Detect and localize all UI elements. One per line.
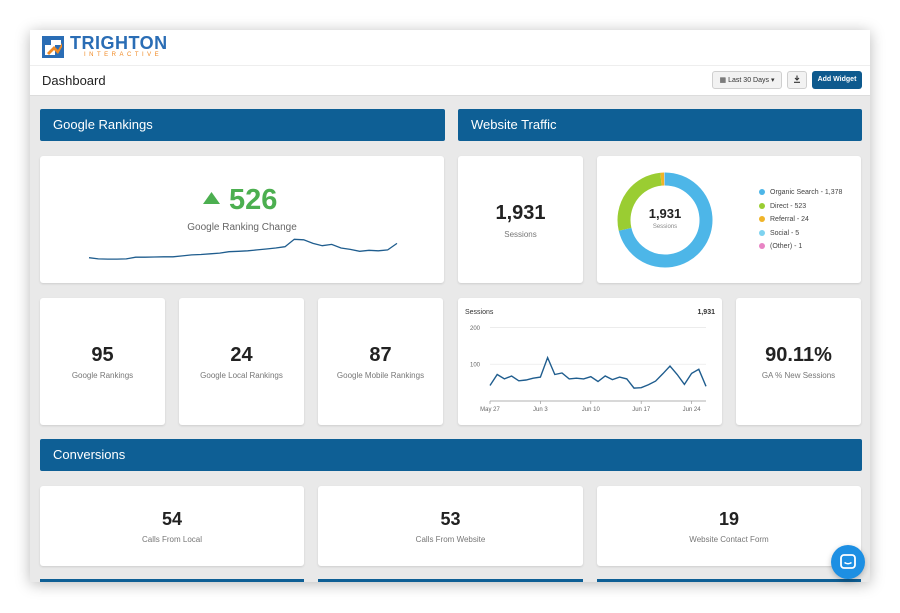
next-section-header: [318, 579, 583, 582]
conversion-card-contact-form: 19 Website Contact Form: [597, 486, 861, 566]
next-section-header: [597, 579, 861, 582]
logo-title: TRIGHTON: [70, 33, 168, 53]
metric-card-google-rankings: 95 Google Rankings: [40, 298, 165, 425]
conversion-value: 19: [718, 509, 740, 529]
add-widget-button[interactable]: Add Widget: [812, 71, 862, 89]
download-button[interactable]: [787, 71, 807, 89]
x-tick-label: Jun 17: [632, 407, 651, 413]
logo-icon: [42, 36, 64, 58]
conversion-card-calls-local: 54 Calls From Local: [40, 486, 304, 566]
legend-dot: [759, 189, 765, 195]
traffic-sources-donut: [617, 172, 713, 268]
dashboard-toolbar: Dashboard ▦ Last 30 Days ▾ Add Widget: [30, 66, 870, 96]
x-tick-label: Jun 10: [582, 407, 601, 413]
section-conversions: Conversions: [40, 439, 862, 471]
ga-new-sessions-card: 90.11% GA % New Sessions: [736, 298, 861, 425]
conversion-label: Calls From Local: [141, 535, 202, 544]
legend-item: (Other) - 1: [759, 240, 842, 254]
traffic-sources-card: 1,931 Sessions Organic Search - 1,378 Di…: [597, 156, 861, 283]
x-tick-label: May 27: [480, 407, 500, 413]
ga-new-sessions-value: 90.11%: [765, 344, 832, 366]
legend-dot: [759, 243, 765, 249]
page-title: Dashboard: [42, 73, 106, 88]
date-range-label: Last 30 Days: [728, 77, 769, 84]
donut-slice-organic-search: [618, 172, 713, 268]
donut-center-label: Sessions: [652, 224, 678, 230]
metric-label: Google Mobile Rankings: [336, 371, 425, 380]
chart-total: 1,931: [697, 309, 715, 316]
x-tick-label: Jun 24: [683, 407, 702, 413]
logo-subtitle: INTERACTIVE: [84, 52, 163, 58]
donut-slice-direct: [617, 172, 662, 231]
conversion-value: 53: [440, 509, 461, 529]
next-section-header: [40, 579, 304, 582]
legend-label: (Other) - 1: [770, 243, 803, 250]
y-tick-label: 100: [470, 363, 481, 369]
legend-label: Organic Search - 1,378: [770, 189, 843, 196]
chat-launcher-button[interactable]: [831, 545, 865, 579]
metric-label: Google Local Rankings: [200, 371, 283, 380]
chat-icon: [840, 554, 856, 569]
app-frame: TRIGHTON INTERACTIVE Dashboard ▦ Last 30…: [30, 30, 870, 582]
sessions-value: 1,931: [495, 202, 546, 224]
logo-bar: TRIGHTON INTERACTIVE: [30, 30, 870, 66]
chart-title: Sessions: [465, 309, 494, 316]
y-tick-label: 200: [470, 326, 481, 332]
metric-value: 95: [91, 344, 114, 366]
caret-down-icon: ▾: [770, 77, 775, 84]
legend-item: Referral - 24: [759, 213, 842, 227]
sessions-chart-card: Sessions 1,931 100 200 May 27 Jun 3 Jun 10 Jun …: [458, 298, 722, 425]
ranking-sparkline: [88, 238, 398, 260]
metric-card-local-rankings: 24 Google Local Rankings: [179, 298, 304, 425]
conversion-label: Website Contact Form: [689, 535, 769, 544]
traffic-legend: Organic Search - 1,378 Direct - 523 Refe…: [759, 186, 842, 254]
download-icon: [794, 75, 800, 83]
legend-label: Social - 5: [770, 229, 800, 237]
x-tick-label: Jun 3: [533, 407, 548, 413]
metric-value: 24: [230, 344, 253, 366]
sessions-card: 1,931 Sessions: [458, 156, 583, 283]
legend-item: Organic Search - 1,378: [759, 186, 842, 200]
metric-label: Google Rankings: [71, 371, 134, 380]
donut-center-value: 1,931: [648, 206, 682, 221]
sessions-label: Sessions: [504, 230, 537, 239]
legend-dot: [759, 216, 765, 222]
up-arrow-icon: [203, 192, 220, 204]
ranking-change-label: Google Ranking Change: [187, 222, 297, 233]
metric-value: 87: [369, 344, 392, 366]
conversion-card-calls-website: 53 Calls From Website: [318, 486, 583, 566]
sessions-line-chart: Sessions 1,931 100 200 May 27 Jun 3 Jun 10 Jun …: [465, 309, 715, 413]
legend-label: Referral - 24: [770, 216, 809, 223]
metric-card-mobile-rankings: 87 Google Mobile Rankings: [318, 298, 443, 425]
legend-dot: [759, 202, 765, 209]
ranking-change-card: 526 Google Ranking Change: [40, 156, 444, 283]
section-website-traffic: Website Traffic: [458, 109, 862, 141]
ranking-change-value: 526: [229, 184, 278, 216]
calendar-icon: ▦: [719, 77, 727, 84]
conversion-value: 54: [161, 509, 183, 529]
section-google-rankings: Google Rankings: [40, 109, 445, 141]
legend-label: Direct - 523: [770, 202, 807, 210]
sparkline-series: [88, 238, 398, 260]
ga-new-sessions-label: GA % New Sessions: [761, 371, 836, 380]
legend-item: Social - 5: [759, 227, 842, 241]
date-range-button[interactable]: ▦ Last 30 Days ▾: [712, 71, 782, 89]
legend-dot: [759, 229, 765, 236]
legend-item: Direct - 523: [759, 200, 842, 214]
sessions-series-line: [489, 355, 707, 389]
conversion-label: Calls From Website: [415, 535, 486, 544]
